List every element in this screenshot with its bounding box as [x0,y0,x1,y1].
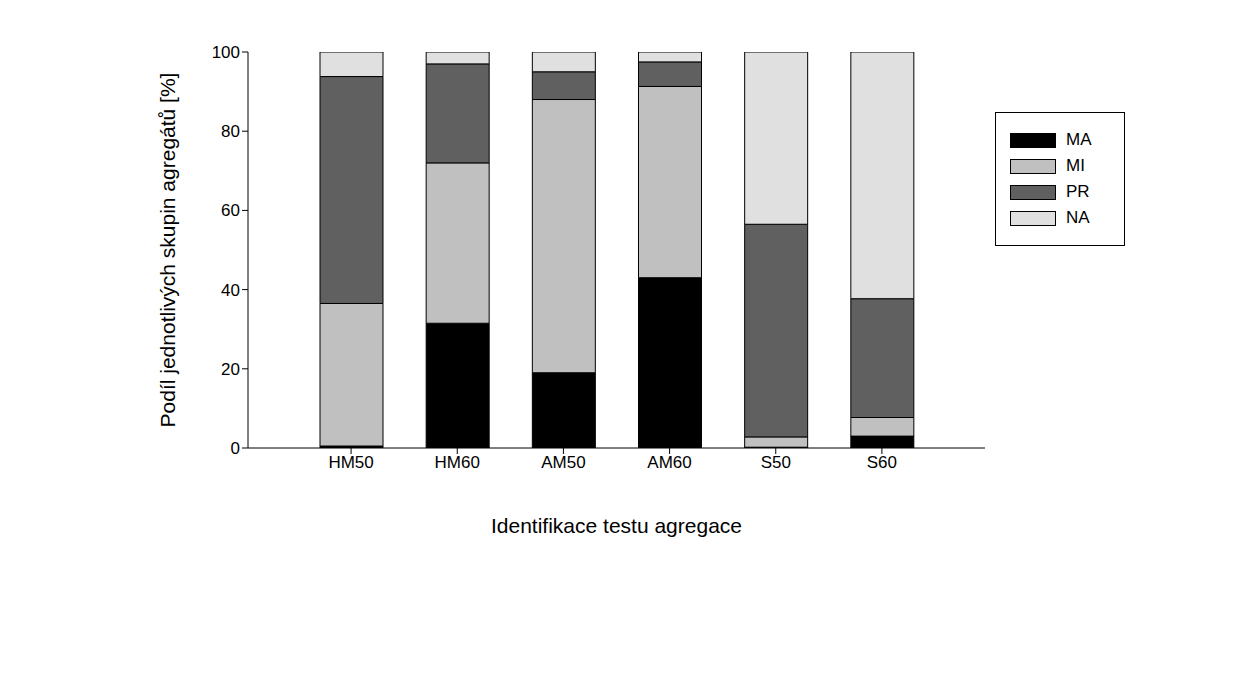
svg-text:S50: S50 [761,453,791,472]
svg-text:0: 0 [231,439,240,458]
svg-text:HM60: HM60 [435,453,480,472]
svg-text:60: 60 [221,201,240,220]
html-text:MI: MI [1066,156,1085,175]
svg-text:80: 80 [221,122,240,141]
svg-text:100: 100 [212,43,240,62]
svg-text:AM60: AM60 [647,453,691,472]
svg-text:40: 40 [221,281,240,300]
svg-text:Podíl jednotlivých skupin agre: Podíl jednotlivých skupin agregátů [%] [156,73,179,428]
html-text:PR: PR [1066,182,1090,201]
svg-text:Identifikace testu agregace: Identifikace testu agregace [491,514,742,537]
svg-text:AM50: AM50 [541,453,585,472]
svg-text:HM50: HM50 [328,453,373,472]
svg-text:S60: S60 [867,453,897,472]
html-text:NA: NA [1066,208,1090,227]
svg-text:20: 20 [221,360,240,379]
html-text:MA: MA [1066,130,1092,149]
